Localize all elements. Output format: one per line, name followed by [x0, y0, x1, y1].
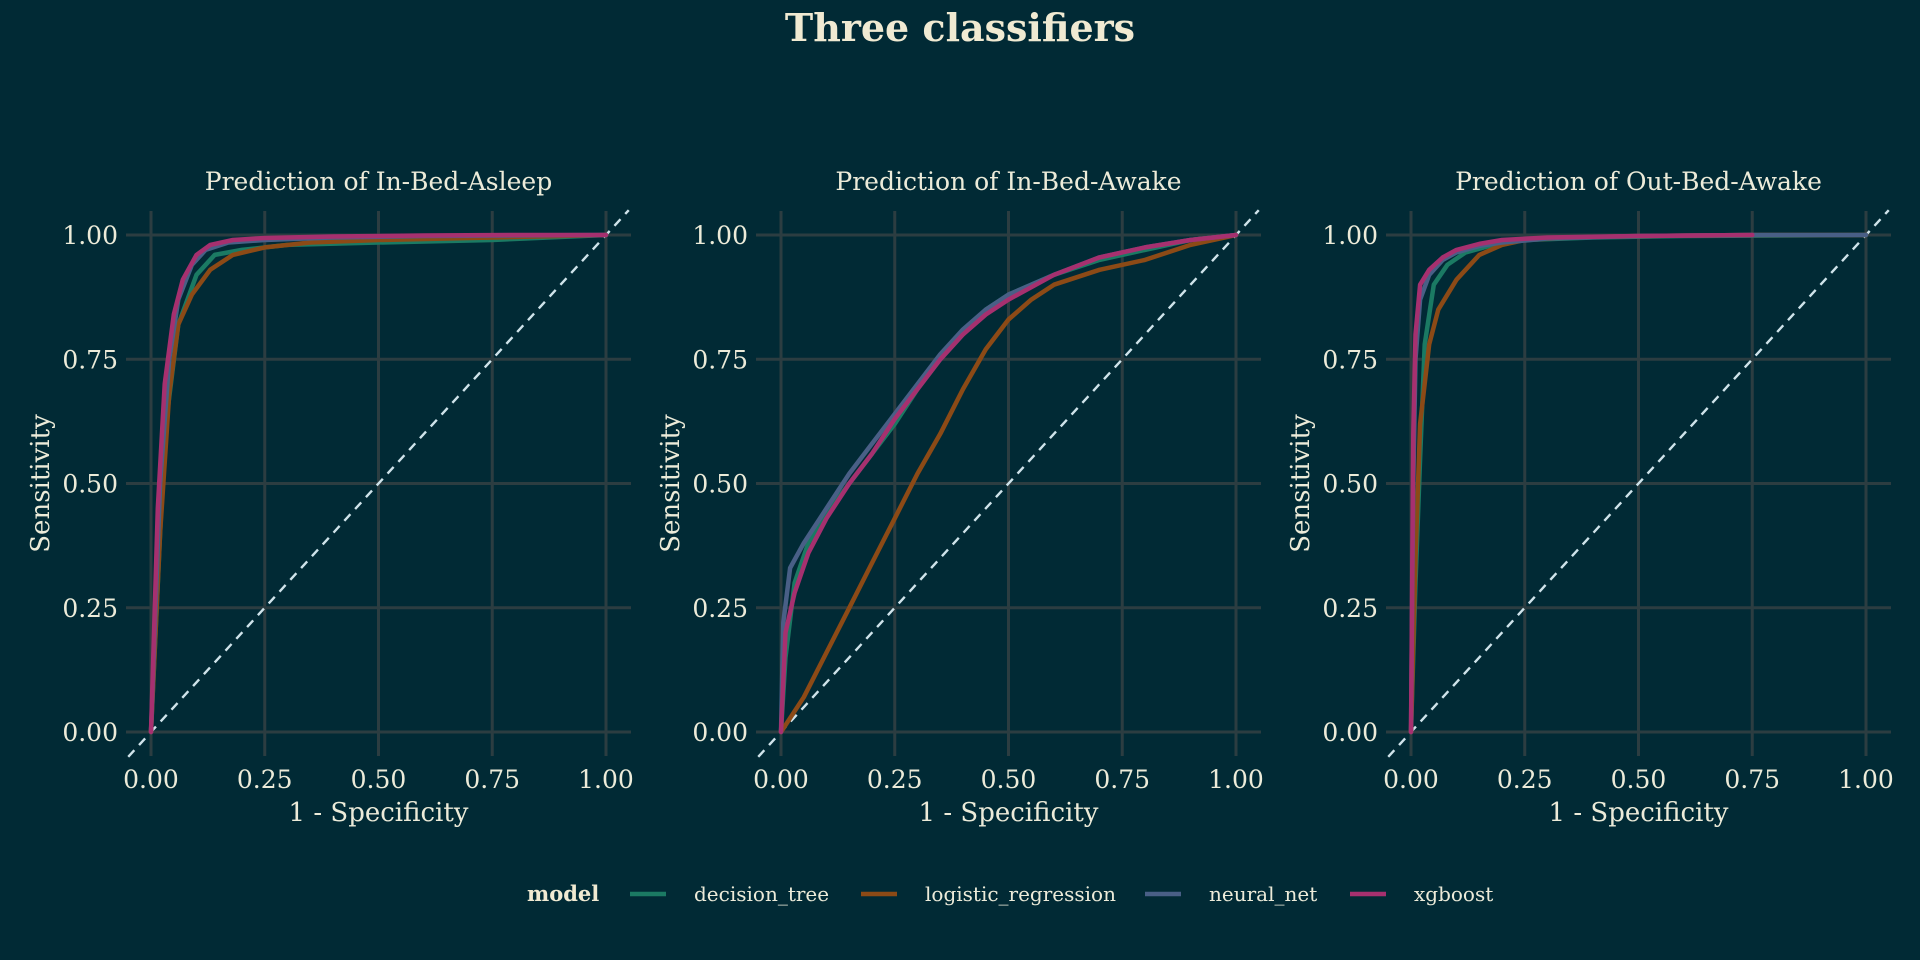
y-tick-label: 0.25 — [62, 594, 118, 623]
legend-item-xgboost: xgboost — [1350, 882, 1493, 906]
legend-title: model — [527, 881, 599, 906]
x-tick-label: 0.75 — [464, 765, 520, 794]
y-tick-label: 0.75 — [692, 345, 748, 374]
y-tick-label: 0.50 — [62, 470, 118, 499]
legend-label: decision_tree — [694, 882, 829, 906]
x-tick-label: 0.50 — [351, 765, 407, 794]
x-tick-label: 0.00 — [753, 765, 809, 794]
x-tick-label: 0.25 — [237, 765, 293, 794]
roc-curve-xgboost — [1408, 232, 1755, 735]
roc-curve-logistic-regression — [778, 232, 1239, 735]
legend-label: neural_net — [1209, 882, 1317, 906]
x-tick-label: 1.00 — [1208, 765, 1264, 794]
panels-group: Prediction of In-Bed-Asleep0.000.000.250… — [26, 167, 1894, 828]
y-tick-label: 1.00 — [62, 221, 118, 250]
x-tick-label: 0.00 — [1383, 765, 1439, 794]
panel-2: Prediction of In-Bed-Awake 0.000.00 0.25 0.… — [656, 167, 1264, 828]
roc-curve-logistic-regression — [148, 232, 609, 735]
y-axis-label: Sensitivity — [1286, 414, 1316, 553]
legend: model decision_tree logistic_regression neu… — [527, 881, 1493, 906]
x-tick-label: 0.25 — [867, 765, 923, 794]
legend-label: xgboost — [1414, 882, 1493, 906]
panel-3: Prediction of Out-Bed-Awake 0.000.00 0.25 0… — [1286, 167, 1894, 828]
x-tick-label: 0.25 — [1497, 765, 1553, 794]
x-tick-label: 0.75 — [1094, 765, 1150, 794]
panel-title: Prediction of Out-Bed-Awake — [1455, 167, 1822, 196]
diagonal-reference-line — [127, 209, 630, 758]
x-tick-label: 1.00 — [578, 765, 634, 794]
y-tick-label: 1.00 — [1322, 221, 1378, 250]
legend-item-neural-net: neural_net — [1145, 882, 1317, 906]
y-tick-label: 0.25 — [1322, 594, 1378, 623]
diagonal-reference-line — [1387, 209, 1890, 758]
x-tick-label: 0.75 — [1724, 765, 1780, 794]
y-tick-label: 0.00 — [1322, 718, 1378, 747]
panel-1: Prediction of In-Bed-Asleep 0.000.00 0.25 0… — [26, 167, 634, 828]
x-tick-label: 0.00 — [123, 765, 179, 794]
y-tick-label: 0.00 — [692, 718, 748, 747]
x-axis-label: 1 - Specificity — [1549, 798, 1729, 828]
diagonal-reference-line — [757, 209, 1260, 758]
x-tick-label: 1.00 — [1838, 765, 1894, 794]
y-axis-label: Sensitivity — [656, 414, 686, 553]
y-tick-label: 0.75 — [62, 345, 118, 374]
y-tick-label: 0.50 — [1322, 470, 1378, 499]
legend-label: logistic_regression — [925, 882, 1116, 906]
roc-curve-xgboost — [148, 232, 609, 735]
x-tick-label: 0.50 — [981, 765, 1037, 794]
panel-title: Prediction of In-Bed-Awake — [835, 167, 1181, 196]
roc-curve-xgboost — [778, 232, 1239, 735]
y-tick-label: 1.00 — [692, 221, 748, 250]
y-tick-label: 0.00 — [62, 718, 118, 747]
chart-title: Three classifiers — [785, 5, 1135, 50]
x-axis-label: 1 - Specificity — [289, 798, 469, 828]
legend-item-logistic-regression: logistic_regression — [861, 882, 1116, 906]
legend-item-decision-tree: decision_tree — [630, 882, 829, 906]
x-axis-label: 1 - Specificity — [919, 798, 1099, 828]
y-axis-label: Sensitivity — [26, 414, 56, 553]
panel-title: Prediction of In-Bed-Asleep — [205, 167, 552, 196]
y-tick-label: 0.25 — [692, 594, 748, 623]
x-tick-label: 0.50 — [1611, 765, 1667, 794]
y-tick-label: 0.50 — [692, 470, 748, 499]
y-tick-label: 0.75 — [1322, 345, 1378, 374]
